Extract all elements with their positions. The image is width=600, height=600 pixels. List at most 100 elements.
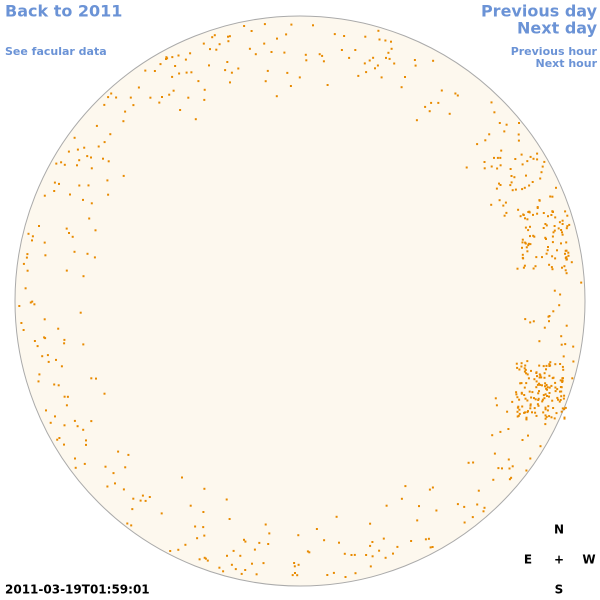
facula (432, 59, 435, 62)
facula (561, 266, 563, 269)
facula (22, 262, 25, 265)
facula (321, 54, 324, 57)
facula (544, 385, 546, 388)
facula (107, 193, 110, 196)
facula (228, 35, 231, 38)
facula (290, 23, 293, 26)
facula (545, 252, 548, 255)
facula (161, 96, 163, 98)
facula (294, 572, 296, 574)
facular-link[interactable]: See facular data (5, 45, 107, 58)
facula (251, 562, 253, 565)
facula (86, 252, 89, 255)
facula (73, 250, 76, 253)
facula (555, 186, 557, 189)
facula (561, 233, 564, 236)
facula (550, 384, 553, 387)
facula (333, 33, 336, 36)
facula (507, 428, 510, 430)
facula (565, 272, 568, 275)
facula (354, 49, 357, 51)
facula (106, 485, 109, 488)
facula (141, 494, 144, 497)
facula (471, 516, 474, 519)
facula (546, 395, 548, 397)
facula (82, 428, 85, 431)
facula (227, 35, 229, 38)
facula (563, 407, 565, 410)
facula (18, 305, 21, 307)
facula (508, 467, 511, 470)
facula (76, 164, 78, 167)
facula (499, 430, 502, 433)
facula (559, 390, 561, 393)
facula (538, 364, 541, 367)
facula (500, 149, 503, 152)
facula (90, 420, 93, 423)
facula (297, 563, 300, 566)
facula (276, 37, 278, 40)
compass-west: W (582, 553, 595, 567)
compass-center: + (554, 553, 564, 567)
facula (169, 550, 172, 552)
facula (525, 174, 527, 177)
facula (202, 511, 205, 513)
facula (104, 465, 107, 468)
facula (90, 202, 93, 205)
facula (511, 400, 514, 403)
facula (323, 539, 326, 542)
facula (548, 386, 551, 389)
facula (538, 199, 541, 202)
facula (103, 103, 106, 106)
facula (541, 384, 543, 387)
facula (538, 373, 541, 376)
facula (545, 384, 548, 386)
facula (532, 234, 535, 237)
previous-hour-link[interactable]: Previous hour (511, 45, 598, 58)
facula (550, 416, 553, 419)
facula (79, 311, 82, 314)
facula (63, 338, 66, 341)
facula (549, 195, 552, 198)
facula (552, 211, 554, 213)
facula (365, 71, 368, 74)
facula (546, 386, 549, 389)
facula (521, 163, 524, 166)
facula (508, 478, 511, 481)
facula (514, 158, 517, 160)
facula (518, 408, 521, 411)
facula (69, 193, 71, 196)
facula (483, 167, 486, 170)
facula (560, 242, 562, 245)
facula (63, 395, 66, 398)
facula (580, 281, 583, 284)
facula (60, 161, 63, 164)
facula (93, 256, 96, 259)
facula (535, 372, 538, 374)
facula (516, 415, 519, 418)
facula (114, 482, 116, 485)
back-link[interactable]: Back to 2011 (5, 2, 122, 21)
facula (54, 415, 56, 418)
facula (110, 92, 113, 95)
next-hour-link[interactable]: Next hour (536, 57, 598, 70)
facula (56, 438, 59, 441)
facula (547, 405, 550, 408)
facula (326, 84, 329, 86)
facula (315, 528, 318, 530)
facula (26, 253, 29, 256)
facula (437, 101, 440, 104)
previous-day-link[interactable]: Previous day (481, 2, 598, 21)
facula (525, 469, 528, 472)
facula (532, 320, 535, 323)
facula (139, 499, 142, 502)
next-day-link[interactable]: Next day (517, 19, 598, 38)
facula (74, 457, 76, 460)
facula (544, 382, 547, 385)
facula (554, 390, 557, 393)
facula (244, 540, 247, 543)
facula (211, 36, 214, 39)
facula (554, 257, 557, 260)
facula (516, 396, 519, 399)
